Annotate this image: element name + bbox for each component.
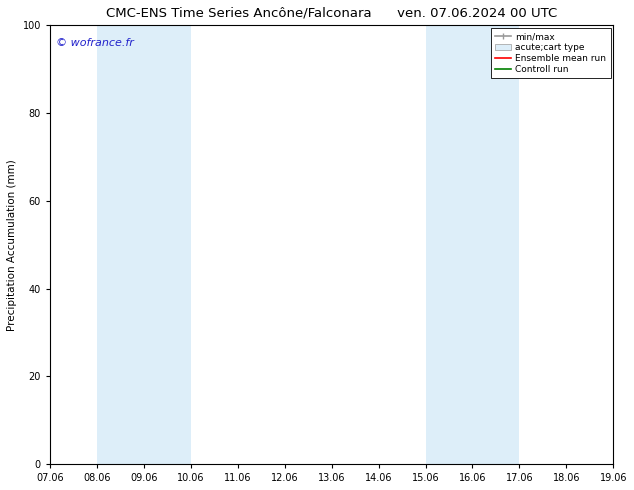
Bar (97, 25, 191, 464)
Title: CMC-ENS Time Series Ancône/Falconara      ven. 07.06.2024 00 UTC: CMC-ENS Time Series Ancône/Falconara ven… (106, 7, 557, 20)
Bar (425, 25, 519, 464)
Legend: min/max, acute;cart type, Ensemble mean run, Controll run: min/max, acute;cart type, Ensemble mean … (491, 28, 611, 78)
Y-axis label: Precipitation Accumulation (mm): Precipitation Accumulation (mm) (7, 159, 17, 331)
Text: © wofrance.fr: © wofrance.fr (56, 38, 133, 49)
